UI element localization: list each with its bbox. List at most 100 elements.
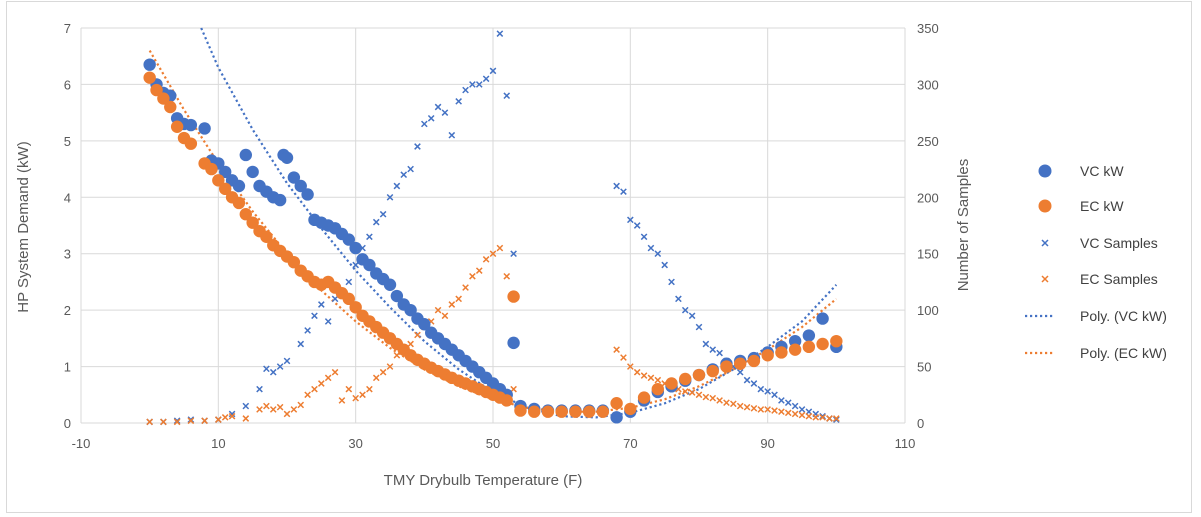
sample-point	[819, 412, 826, 420]
sample-point	[826, 415, 833, 422]
data-point	[301, 188, 314, 201]
sample-point	[750, 380, 758, 387]
marker-layer	[143, 30, 843, 426]
sample-point	[146, 418, 153, 426]
data-point	[734, 357, 747, 370]
sample-point	[661, 261, 668, 269]
sample-point	[764, 388, 771, 395]
sample-point	[366, 233, 373, 241]
sample-point	[263, 365, 270, 373]
legend: VC kW EC kW VC Samples EC Samples Poly. (VC …	[1025, 163, 1167, 361]
sample-point	[736, 402, 744, 410]
sample-point	[695, 323, 703, 331]
data-point	[280, 151, 294, 164]
legend-item: VC kW	[1038, 163, 1124, 179]
sample-point	[482, 256, 490, 263]
y-tick-label: 3	[64, 247, 71, 262]
y2-tick-label: 200	[917, 190, 939, 205]
sample-point	[441, 312, 449, 320]
sample-point	[757, 385, 765, 393]
sample-point	[675, 295, 682, 303]
sample-point	[510, 250, 517, 258]
sample-point	[613, 182, 620, 190]
sample-point	[215, 416, 222, 423]
sample-point	[723, 399, 730, 407]
sample-point	[510, 385, 517, 393]
data-point	[363, 258, 376, 272]
legend-item: VC Samples	[1041, 235, 1158, 251]
data-point	[816, 312, 829, 325]
sample-point	[784, 409, 792, 417]
sample-point	[709, 346, 717, 353]
data-point	[219, 165, 232, 179]
legend-marker	[1038, 199, 1052, 213]
sample-point	[311, 385, 318, 393]
sample-point	[716, 349, 723, 357]
y2-tick-label: 300	[917, 77, 939, 92]
sample-point	[798, 406, 806, 413]
sample-point	[613, 346, 620, 353]
sample-point	[462, 86, 469, 94]
sample-point	[256, 406, 263, 413]
sample-point	[441, 109, 449, 116]
sample-point	[297, 401, 305, 409]
sample-point	[791, 410, 799, 418]
legend-item: EC kW	[1038, 198, 1124, 214]
sample-point	[331, 295, 339, 303]
sample-point	[640, 233, 648, 241]
sample-point	[318, 301, 325, 308]
data-point	[665, 377, 678, 390]
sample-point	[228, 412, 236, 420]
sample-point	[833, 416, 840, 423]
y2-tick-label: 0	[917, 416, 924, 431]
sample-point	[743, 403, 751, 411]
data-point	[164, 100, 177, 114]
sample-point	[469, 272, 476, 280]
sample-point	[654, 250, 662, 258]
x-tick-label: -10	[72, 436, 91, 451]
legend-label: Poly. (VC kW)	[1080, 308, 1167, 324]
y-tick-label: 4	[64, 190, 71, 205]
data-point	[342, 233, 355, 246]
y2-tick-label: 100	[917, 303, 939, 318]
legend-item: Poly. (VC kW)	[1025, 308, 1167, 324]
legend-item: EC Samples	[1041, 271, 1158, 287]
y-tick-label: 6	[64, 77, 71, 92]
sample-point	[455, 98, 462, 105]
sample-point	[345, 278, 353, 286]
sample-point	[812, 414, 820, 421]
sample-point	[805, 412, 813, 420]
data-point	[287, 255, 301, 269]
sample-point	[489, 250, 497, 258]
sample-point	[778, 408, 785, 416]
data-point	[582, 405, 596, 418]
sample-point	[269, 406, 277, 413]
data-point	[260, 230, 273, 243]
sample-point	[750, 404, 758, 412]
x-axis-title: TMY Drybulb Temperature (F)	[384, 472, 583, 489]
data-point	[205, 162, 218, 176]
sample-point	[372, 218, 380, 226]
data-point	[232, 179, 246, 193]
sample-point	[503, 272, 511, 280]
sample-point	[421, 120, 428, 128]
data-point	[184, 137, 198, 150]
data-point	[775, 346, 788, 359]
legend-marker	[1041, 239, 1049, 247]
sample-point	[469, 81, 476, 88]
data-point	[528, 405, 541, 418]
sample-point	[228, 410, 236, 418]
sample-point	[620, 188, 627, 195]
sample-point	[736, 368, 744, 376]
x-tick-label: 30	[348, 436, 362, 451]
data-point	[232, 196, 246, 210]
data-point	[143, 58, 156, 71]
sample-point	[496, 244, 504, 252]
sample-point	[695, 391, 703, 399]
sample-point	[414, 143, 421, 150]
y-tick-label: 2	[64, 303, 71, 318]
sample-point	[496, 30, 504, 37]
sample-point	[283, 410, 291, 418]
sample-point	[187, 417, 195, 425]
